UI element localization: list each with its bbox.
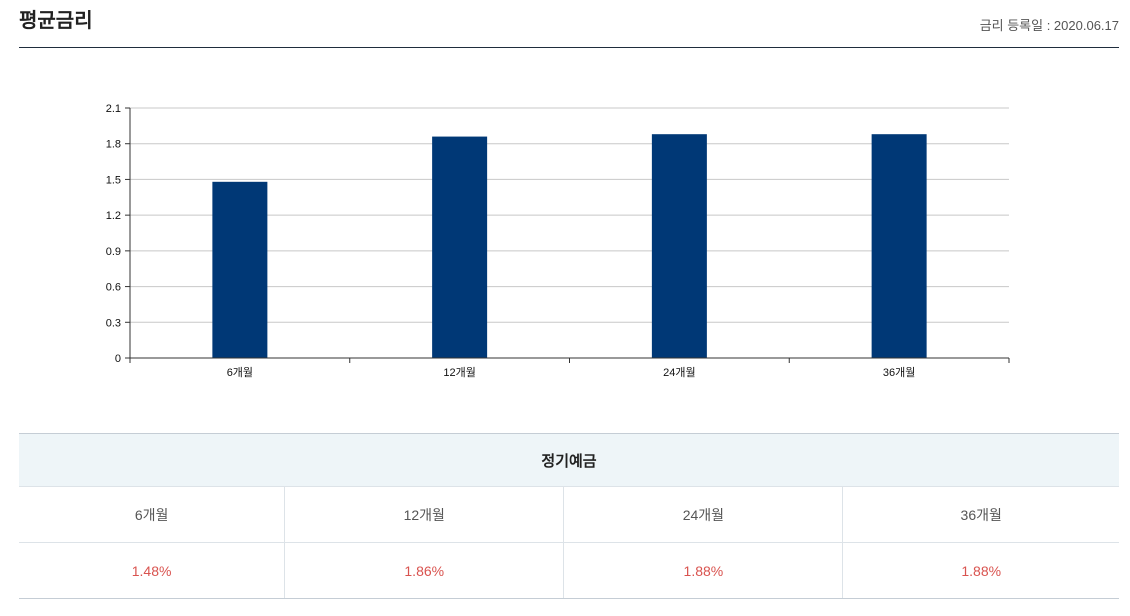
chart-bars (212, 134, 927, 358)
rates-table: 정기예금 6개월 12개월 24개월 36개월 1.48% 1.86% 1.88… (19, 433, 1119, 599)
period-cell: 36개월 (842, 486, 1119, 543)
y-tick-label: 1.8 (106, 139, 121, 151)
y-axis-ticks: 0 0.3 0.6 0.9 1.2 1.5 1.8 2.1 (106, 103, 130, 365)
bar (432, 136, 488, 358)
period-cell: 24개월 (563, 486, 843, 543)
bar (871, 134, 927, 358)
y-tick-label: 0.3 (106, 317, 121, 329)
rate-cell: 1.48% (19, 542, 285, 599)
page-title: 평균금리 (19, 8, 93, 32)
y-tick-label: 0.6 (106, 282, 121, 294)
average-rate-bar-chart: 0 0.3 0.6 0.9 1.2 1.5 1.8 2.1 6개월 12개월 24개월 36개월 (106, 103, 1010, 379)
registration-date: 금리 등록일 : 2020.06.17 (979, 18, 1119, 33)
y-tick-label: 1.2 (106, 210, 121, 222)
period-cell: 12개월 (284, 486, 564, 543)
x-tick-label: 24개월 (663, 366, 695, 379)
rate-cell: 1.88% (563, 542, 843, 599)
table-rate-row: 1.48% 1.86% 1.88% 1.88% (19, 542, 1119, 599)
rate-cell: 1.86% (284, 542, 564, 599)
x-tick-label: 6개월 (227, 366, 253, 379)
bar (651, 134, 707, 358)
x-tick-label: 36개월 (883, 366, 915, 379)
chart-gridlines (130, 107, 1009, 323)
period-cell: 6개월 (19, 486, 285, 543)
y-tick-label: 1.5 (106, 174, 121, 186)
x-tick-label: 12개월 (443, 366, 475, 379)
table-period-row: 6개월 12개월 24개월 36개월 (19, 486, 1119, 543)
x-axis-ticks: 6개월 12개월 24개월 36개월 (129, 358, 1010, 379)
y-tick-label: 0 (115, 353, 121, 365)
table-group-header: 정기예금 (19, 433, 1119, 487)
bar (212, 181, 268, 358)
y-tick-label: 2.1 (106, 103, 121, 115)
rate-cell: 1.88% (842, 542, 1119, 599)
page-header: 평균금리 금리 등록일 : 2020.06.17 (19, 0, 1119, 48)
y-tick-label: 0.9 (106, 246, 121, 258)
